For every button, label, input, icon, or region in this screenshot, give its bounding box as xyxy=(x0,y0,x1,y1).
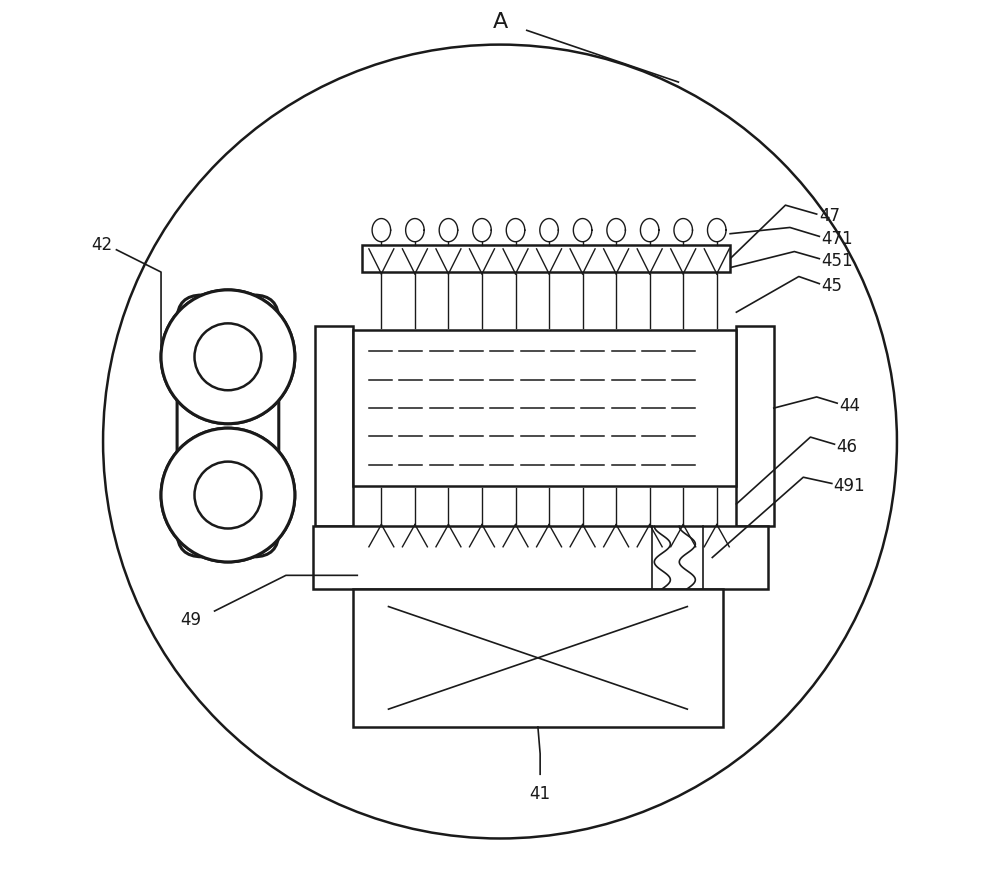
Text: 47: 47 xyxy=(819,207,840,225)
Text: A: A xyxy=(492,12,508,32)
Circle shape xyxy=(194,462,261,528)
Circle shape xyxy=(161,428,295,562)
Circle shape xyxy=(161,428,295,562)
Text: 44: 44 xyxy=(839,397,860,415)
Text: 491: 491 xyxy=(834,477,865,495)
Circle shape xyxy=(161,290,295,424)
Circle shape xyxy=(194,323,261,391)
Circle shape xyxy=(161,290,295,424)
Text: 41: 41 xyxy=(530,785,551,803)
Text: 46: 46 xyxy=(836,438,857,456)
Circle shape xyxy=(194,323,261,391)
Bar xyxy=(353,589,723,727)
Text: 451: 451 xyxy=(821,252,853,270)
Bar xyxy=(313,526,768,589)
Bar xyxy=(315,326,353,526)
Text: 42: 42 xyxy=(91,236,112,254)
Text: 45: 45 xyxy=(821,277,842,295)
Bar xyxy=(736,326,774,526)
Text: 49: 49 xyxy=(180,611,201,629)
Bar xyxy=(362,245,730,272)
Circle shape xyxy=(194,462,261,528)
Text: 471: 471 xyxy=(821,230,853,248)
Bar xyxy=(353,330,736,486)
FancyBboxPatch shape xyxy=(177,295,279,557)
